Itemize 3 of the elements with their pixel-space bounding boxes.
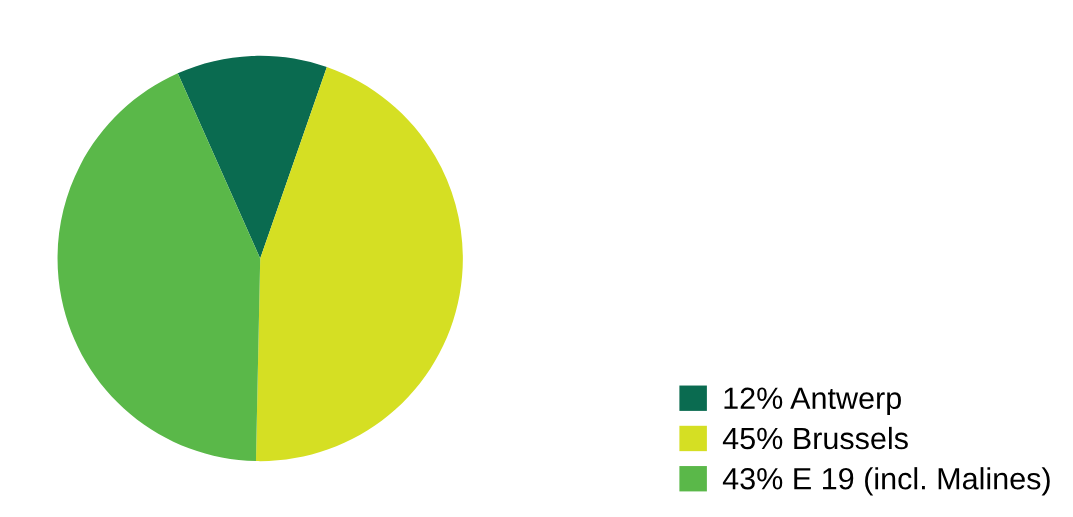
legend-label: 12% Antwerp	[724, 387, 901, 416]
legend-label: 43% E 19 (incl. Malines)	[722, 467, 1050, 496]
legend-label: 45% Brussels	[722, 426, 908, 450]
